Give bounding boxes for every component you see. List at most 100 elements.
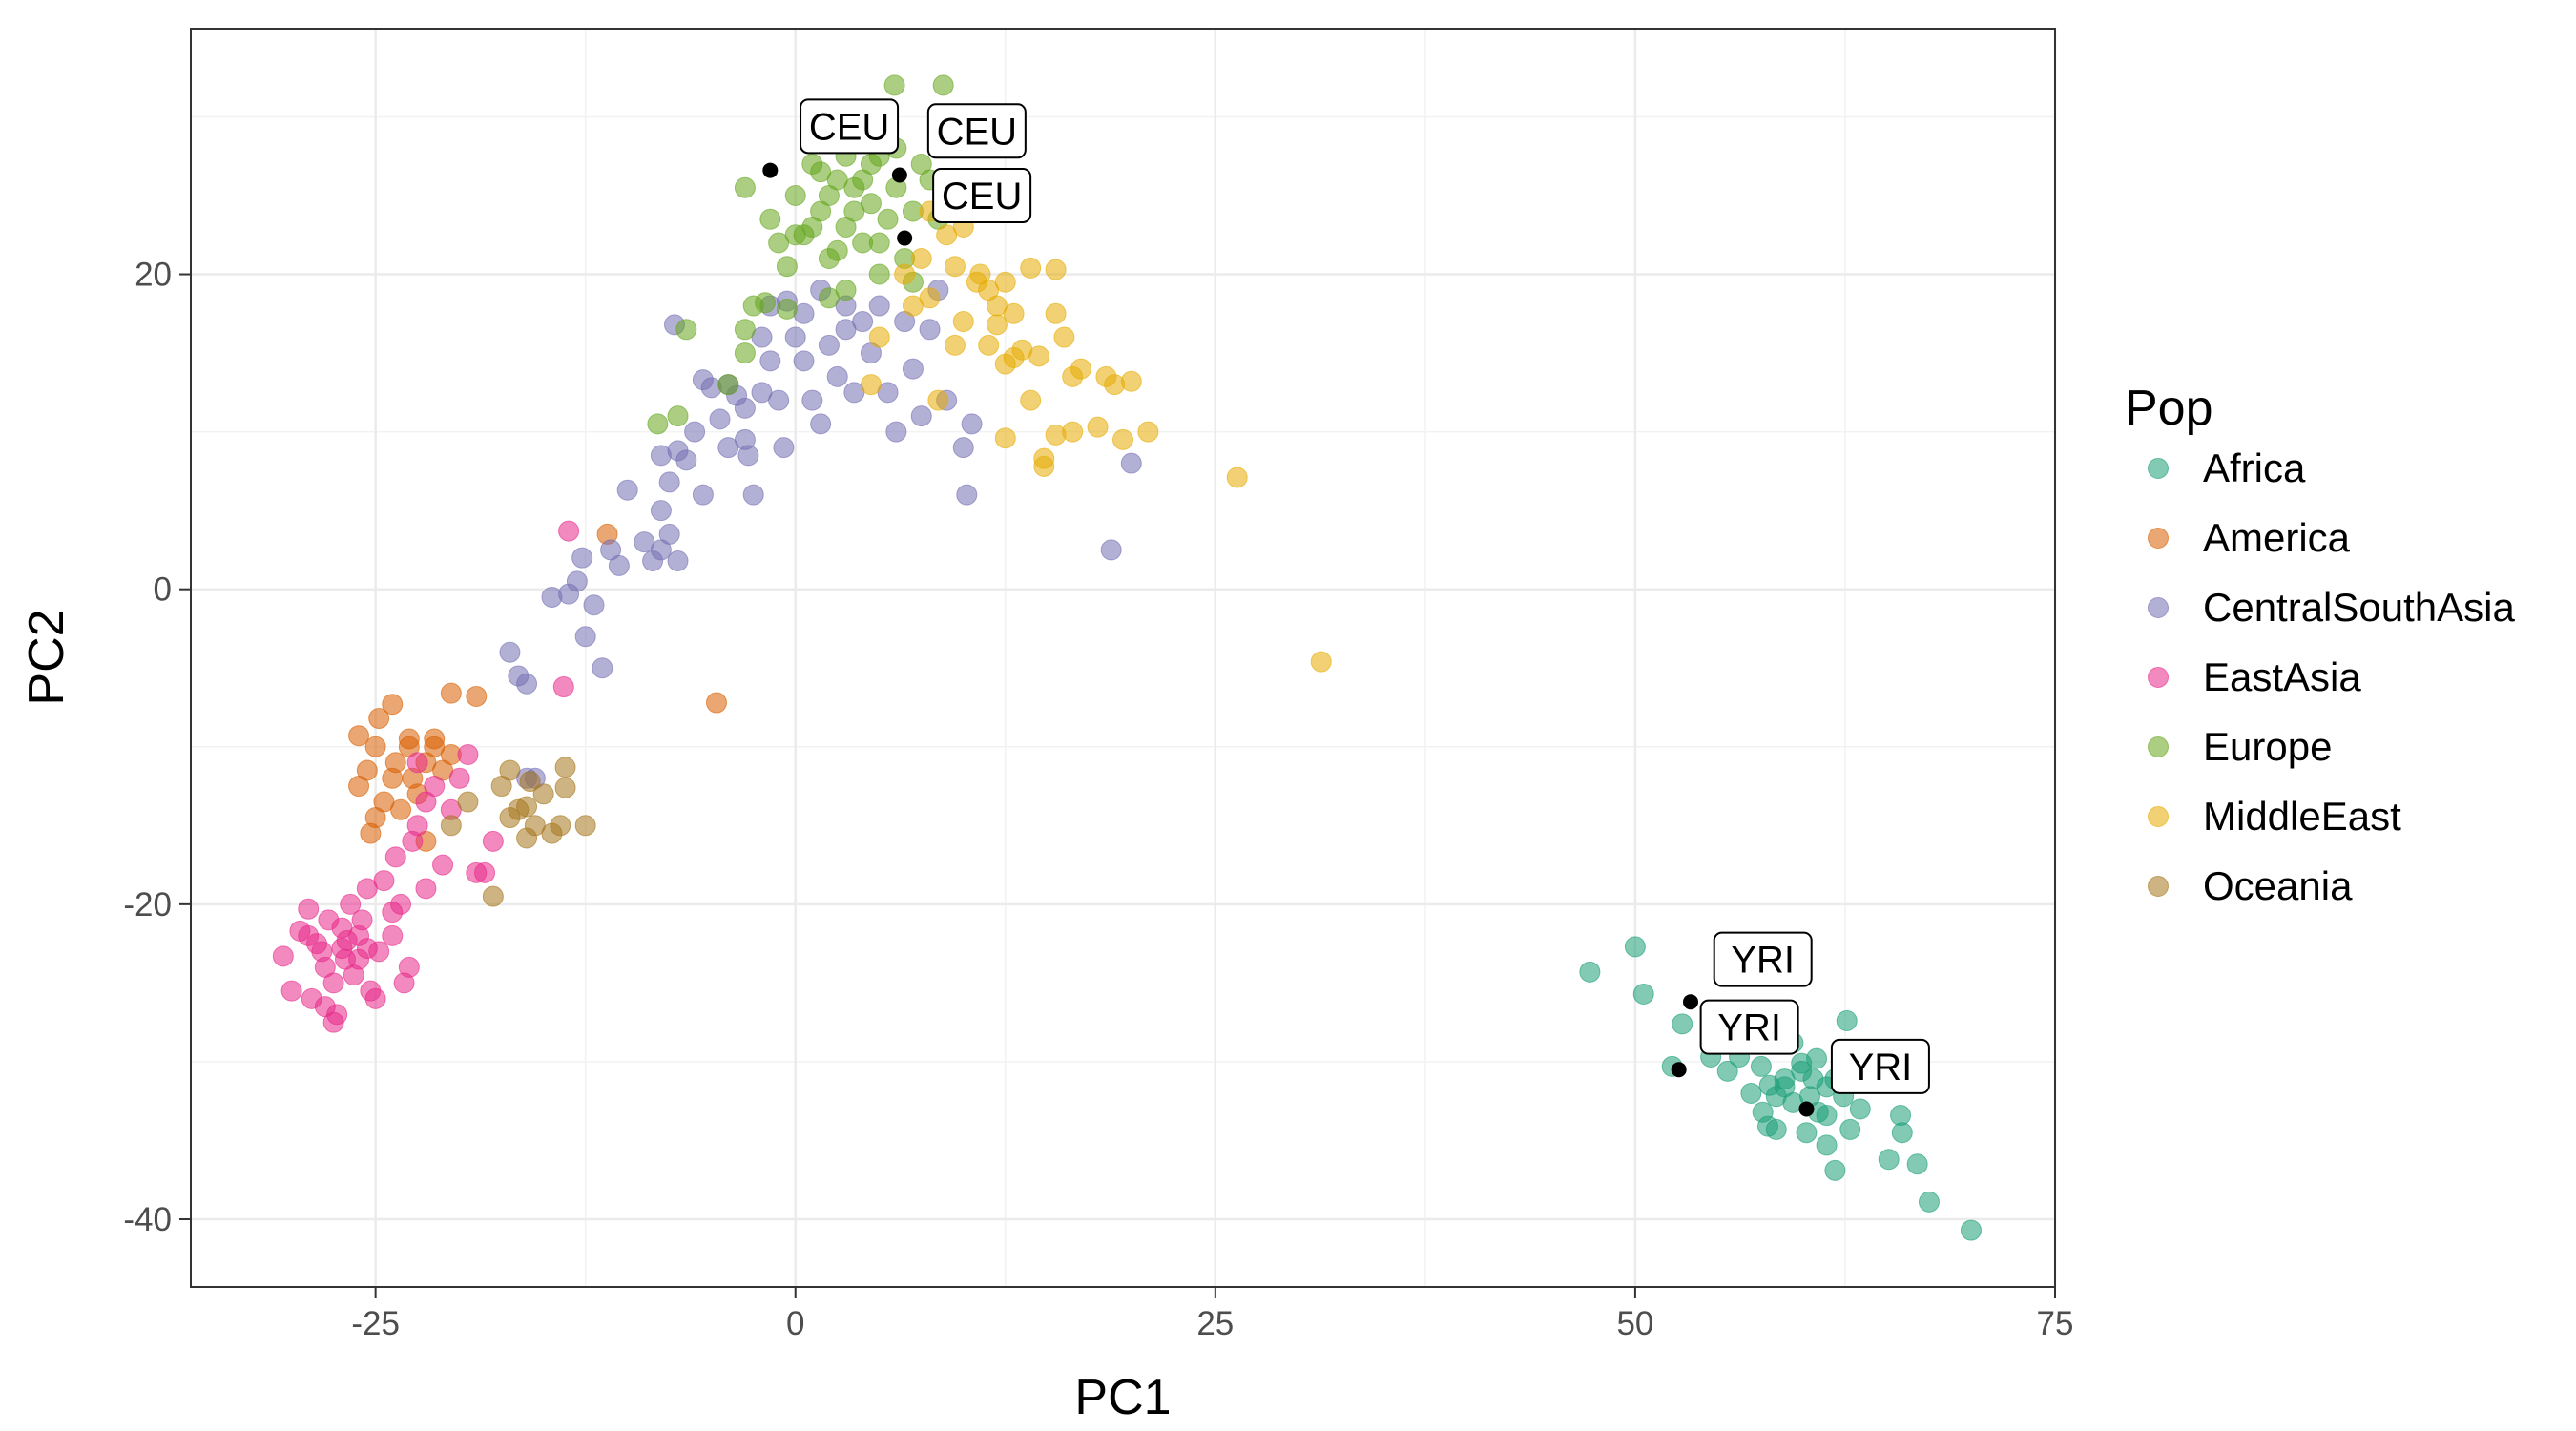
data-point: [910, 248, 932, 270]
annotation-label: YRI: [1731, 940, 1795, 982]
legend-key-icon: [2148, 528, 2169, 549]
data-point: [1806, 1047, 1828, 1069]
data-point: [650, 539, 672, 561]
data-point: [390, 798, 412, 820]
data-point: [956, 484, 978, 506]
data-point: [952, 311, 974, 333]
data-point: [364, 736, 386, 757]
legend-key-icon: [2148, 458, 2169, 479]
data-point: [574, 815, 596, 837]
data-point: [406, 815, 428, 837]
x-tick-label: 75: [2037, 1305, 2074, 1342]
data-point: [1624, 936, 1646, 958]
data-point: [272, 945, 294, 967]
gridlines: [191, 29, 2057, 1287]
data-point: [1003, 302, 1025, 324]
data-point: [978, 334, 1000, 356]
data-point: [499, 807, 521, 829]
data-point: [994, 271, 1016, 293]
legend-key-icon: [2148, 667, 2169, 688]
legend-item-europe: Europe: [2148, 724, 2332, 769]
annotation-label-box: [1830, 1038, 1930, 1094]
series-oceania: [440, 757, 596, 907]
data-point: [1100, 539, 1122, 561]
y-axis-title: PC2: [19, 609, 74, 705]
data-point: [1672, 1013, 1693, 1035]
annotation-label: CEU: [942, 176, 1022, 218]
data-point: [801, 389, 823, 411]
data-point: [709, 408, 731, 430]
data-point: [424, 776, 446, 798]
plot-panel-border: [190, 28, 2056, 1288]
data-point: [440, 815, 462, 837]
data-point: [1960, 1219, 1982, 1241]
legend-label: Europe: [2203, 724, 2332, 769]
annotation-label: YRI: [1849, 1047, 1913, 1089]
data-point: [647, 413, 669, 435]
data-point: [314, 996, 336, 1018]
highlighted-sample-point: [1671, 1062, 1687, 1078]
data-point: [550, 815, 571, 837]
data-point: [675, 319, 697, 341]
data-point: [994, 427, 1016, 449]
data-point: [705, 692, 727, 714]
y-tick-label: -20: [123, 886, 172, 923]
data-point: [810, 161, 832, 183]
x-tick-label: 25: [1196, 1305, 1234, 1342]
data-point: [826, 365, 848, 387]
data-point: [364, 987, 386, 1009]
data-point: [398, 956, 420, 978]
data-point: [961, 413, 983, 435]
data-point: [1033, 455, 1055, 477]
data-point: [784, 184, 806, 206]
data-point: [432, 854, 454, 876]
data-point: [348, 725, 370, 747]
data-point: [1045, 302, 1067, 324]
data-point: [751, 382, 773, 404]
data-point: [1816, 1105, 1838, 1127]
data-point: [776, 256, 798, 278]
x-tick-label: 50: [1616, 1305, 1653, 1342]
data-point: [1020, 389, 1042, 411]
data-point: [516, 673, 538, 695]
data-point: [490, 776, 512, 798]
data-point: [667, 550, 689, 571]
data-point: [382, 902, 404, 923]
data-point: [466, 685, 488, 707]
data-point: [1849, 1098, 1871, 1120]
annotation-label: CEU: [937, 111, 1017, 153]
data-point: [1579, 961, 1601, 983]
data-point: [852, 311, 874, 333]
highlighted-sample-point: [897, 230, 913, 246]
data-point: [759, 208, 781, 230]
data-point: [583, 594, 605, 616]
data-point: [883, 74, 905, 96]
annotation-label-box: [932, 167, 1032, 223]
data-point: [1796, 1122, 1818, 1144]
data-point: [1310, 651, 1332, 673]
data-point: [311, 941, 333, 963]
y-tick-label: 20: [135, 257, 172, 294]
data-point: [415, 878, 437, 900]
data-point: [952, 437, 974, 459]
x-tick-label: -25: [351, 1305, 400, 1342]
annotation-label: YRI: [1717, 1007, 1781, 1049]
highlighted-sample-point: [1683, 994, 1699, 1010]
highlighted-sample-point: [762, 162, 779, 178]
data-point: [1112, 428, 1133, 450]
legend-key-icon: [2148, 876, 2169, 897]
data-point: [902, 358, 924, 380]
data-point: [474, 861, 496, 883]
data-point: [877, 208, 899, 230]
annotation-label-box: [1713, 931, 1813, 987]
annotation-label-box: [1699, 999, 1799, 1055]
legend-key-icon: [2148, 597, 2169, 618]
data-point: [1020, 257, 1042, 279]
data-point: [734, 428, 756, 450]
data-point: [717, 374, 739, 396]
data-point: [784, 326, 806, 348]
data-point: [608, 554, 630, 576]
data-point: [406, 752, 428, 774]
data-point: [356, 938, 378, 960]
data-point: [482, 830, 504, 852]
